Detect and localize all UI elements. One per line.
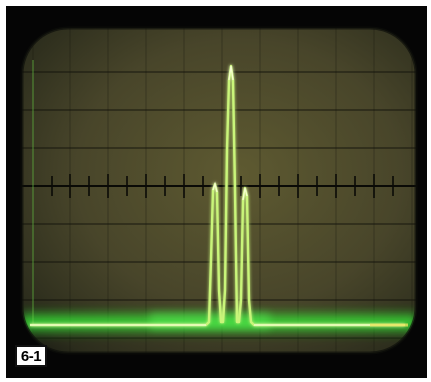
graticule (22, 28, 416, 353)
crt-face (22, 28, 416, 353)
figure-label: 6-1 (15, 345, 47, 367)
axis-ticks (51, 174, 394, 198)
